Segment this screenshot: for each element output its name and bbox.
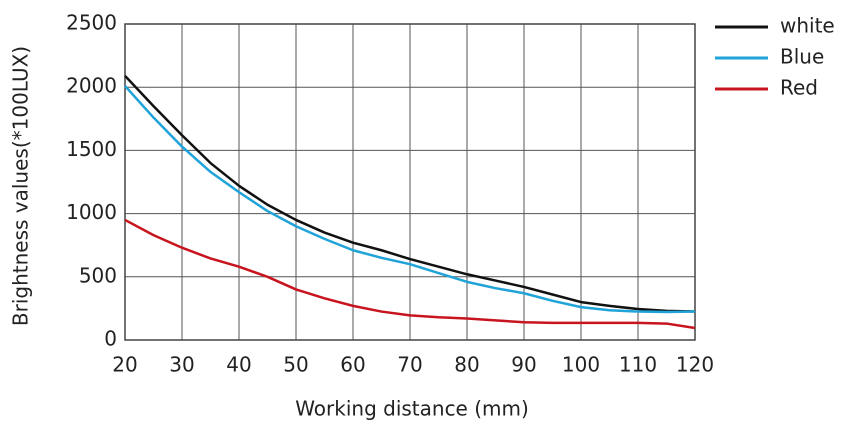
x-tick-label: 70 bbox=[397, 353, 422, 377]
x-axis-label: Working distance (mm) bbox=[295, 397, 529, 421]
y-tick-label: 0 bbox=[104, 327, 117, 351]
y-tick-label: 1000 bbox=[66, 200, 117, 224]
x-tick-label: 20 bbox=[112, 353, 137, 377]
y-axis-label: Brightness values(*100LUX) bbox=[9, 46, 33, 326]
y-tick-label: 1500 bbox=[66, 137, 117, 161]
x-tick-label: 90 bbox=[511, 353, 536, 377]
x-tick-label: 50 bbox=[283, 353, 308, 377]
x-tick-label: 80 bbox=[454, 353, 479, 377]
series-line bbox=[124, 218, 696, 330]
y-tick-label: 500 bbox=[79, 263, 117, 287]
x-tick-label: 30 bbox=[169, 353, 194, 377]
legend-label: Red bbox=[780, 76, 818, 100]
x-tick-label: 40 bbox=[226, 353, 251, 377]
x-tick-label: 120 bbox=[676, 353, 714, 377]
x-tick-label: 110 bbox=[619, 353, 657, 377]
legend-label: white bbox=[780, 14, 835, 38]
x-tick-label: 100 bbox=[562, 353, 600, 377]
y-tick-label: 2000 bbox=[66, 74, 117, 98]
y-tick-label: 2500 bbox=[66, 11, 117, 35]
series-line bbox=[124, 74, 696, 313]
x-tick-label: 60 bbox=[340, 353, 365, 377]
plot-frame bbox=[124, 23, 696, 341]
series-line bbox=[124, 85, 696, 314]
legend-label: Blue bbox=[780, 45, 824, 69]
